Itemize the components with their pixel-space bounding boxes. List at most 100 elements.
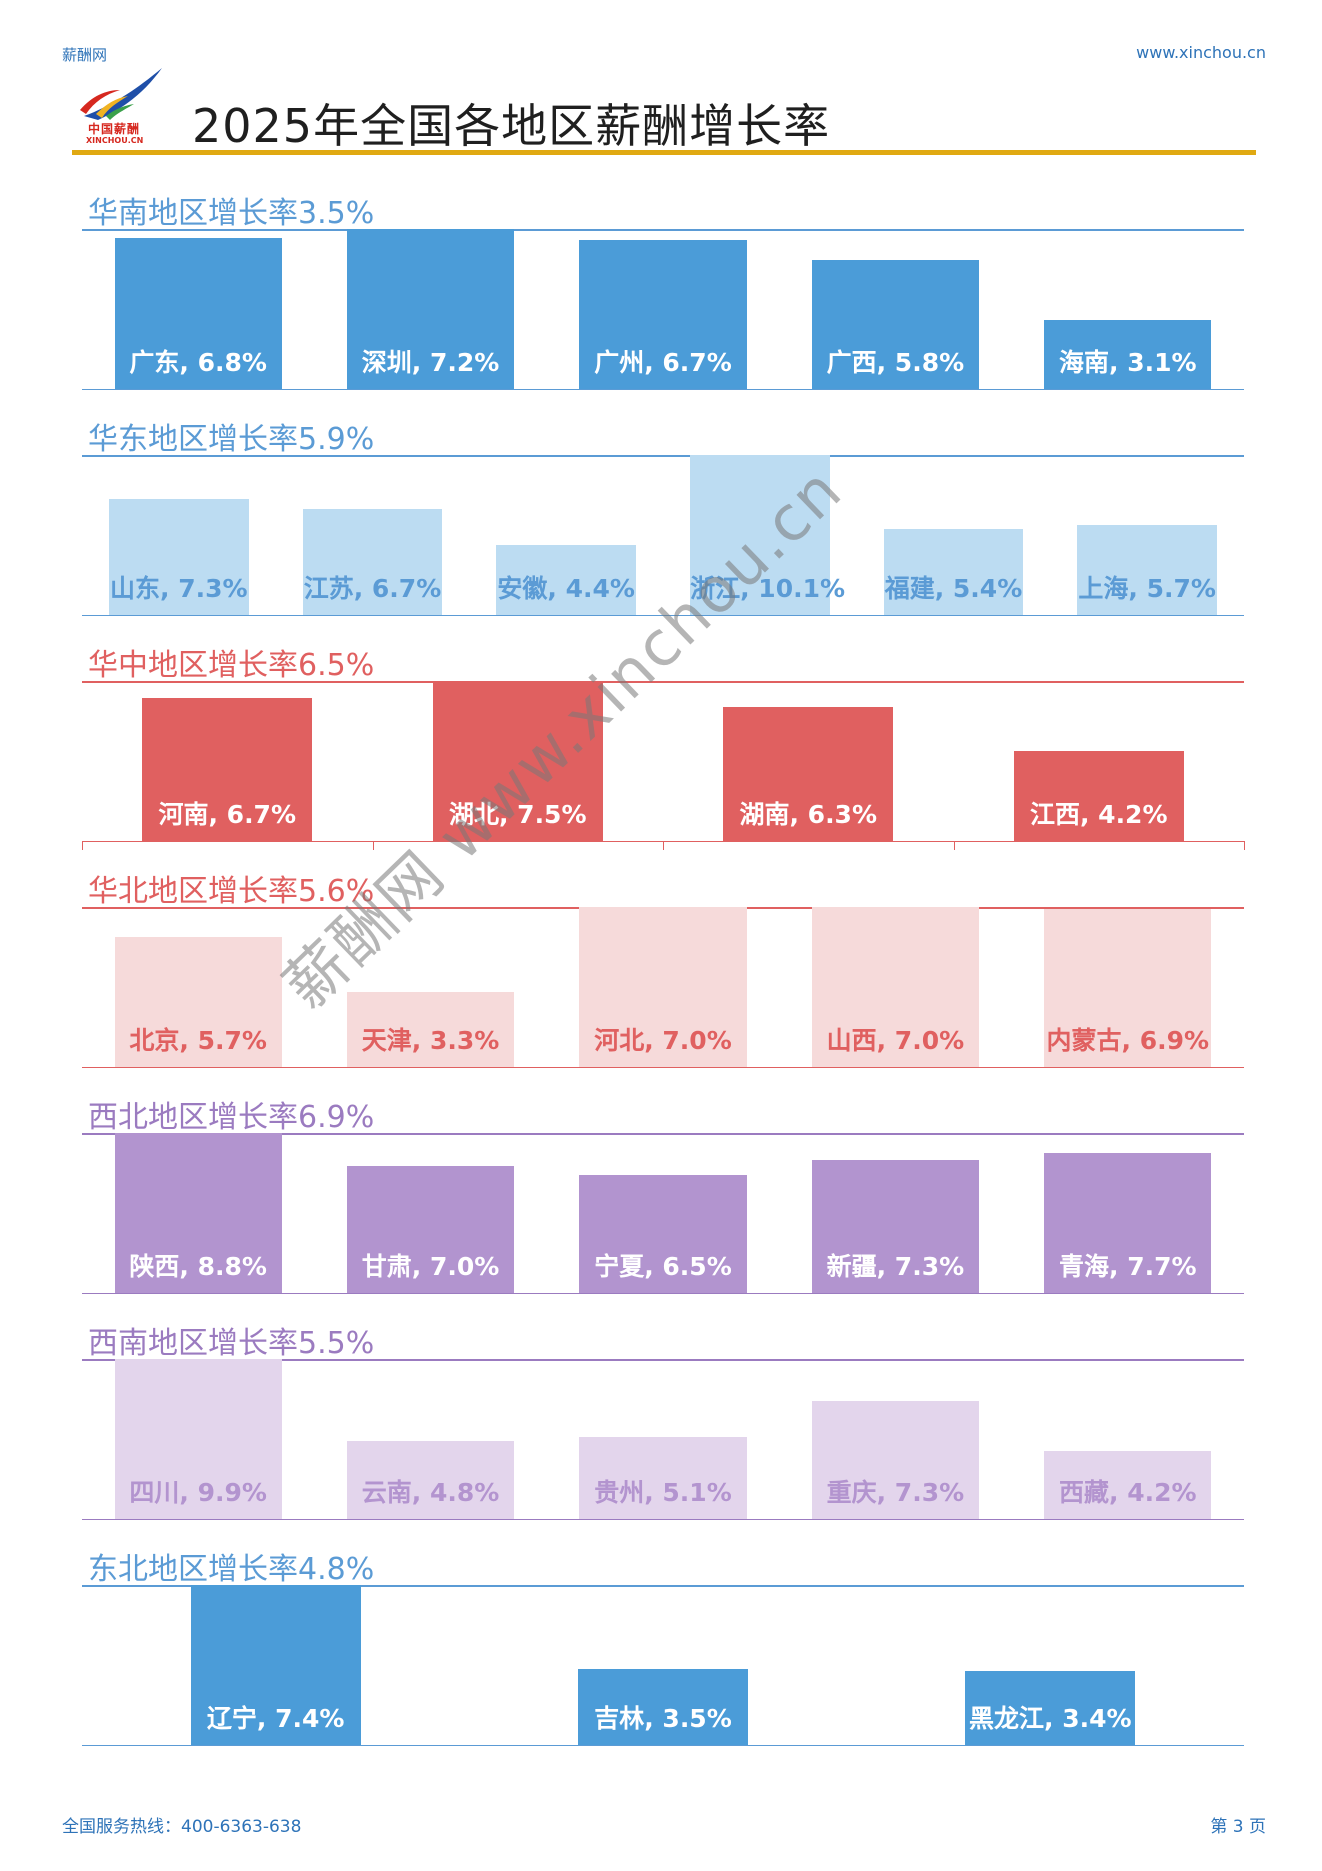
region-title: 西北地区增长率6.9% [88, 1100, 375, 1135]
bar-山东: 山东, 7.3% [109, 499, 249, 615]
region-title-rule [82, 1585, 1244, 1587]
bar-label: 广西, 5.8% [826, 347, 965, 377]
axis-tick [953, 841, 955, 850]
region-baseline [82, 615, 1244, 616]
region-baseline [82, 1519, 1244, 1520]
bar-label: 安徽, 4.4% [497, 573, 635, 603]
bar-天津: 天津, 3.3% [346, 991, 515, 1067]
region-title: 华南地区增长率3.5% [88, 196, 375, 231]
bar-label: 江西, 4.2% [1029, 799, 1168, 829]
bar-label: 河南, 6.7% [158, 799, 297, 829]
title-rule [72, 150, 1256, 155]
region-title-rule [82, 681, 1244, 683]
axis-tick [1244, 841, 1245, 850]
bar-label: 山西, 7.0% [826, 1026, 965, 1055]
bar-label: 贵州, 5.1% [594, 1477, 732, 1507]
bar-深圳: 深圳, 7.2% [346, 229, 515, 389]
bar-label: 广州, 6.7% [594, 347, 732, 377]
bar-label: 青海, 7.7% [1059, 1252, 1197, 1281]
site-url[interactable]: www.xinchou.cn [1136, 43, 1266, 62]
region-title-rule [82, 1359, 1244, 1361]
bar-宁夏: 宁夏, 6.5% [579, 1174, 747, 1293]
bar-海南: 海南, 3.1% [1044, 320, 1212, 389]
bar-四川: 四川, 9.9% [114, 1359, 282, 1519]
bar-label: 湖北, 7.5% [448, 800, 587, 829]
bar-广西: 广西, 5.8% [811, 260, 980, 389]
bar-label: 云南, 4.8% [361, 1477, 500, 1507]
bar-江苏: 江苏, 6.7% [302, 508, 443, 615]
region-title-rule [82, 455, 1244, 457]
bar-河北: 河北, 7.0% [579, 907, 747, 1067]
bar-黑龙江: 黑龙江, 3.4% [965, 1671, 1136, 1745]
bar-陕西: 陕西, 8.8% [114, 1133, 282, 1293]
bar-label: 西藏, 4.2% [1059, 1477, 1197, 1507]
logo-text-cn: 中国薪酬 [88, 122, 141, 136]
bar-label: 陕西, 8.8% [129, 1252, 267, 1281]
bar-label: 黑龙江, 3.4% [969, 1703, 1132, 1733]
logo-text-en: XINCHOU.CN [86, 136, 144, 145]
bar-label: 江苏, 6.7% [303, 573, 442, 603]
page-title: 2025年全国各地区薪酬增长率 [192, 99, 831, 153]
region-title: 华中地区增长率6.5% [88, 648, 375, 683]
bar-北京: 北京, 5.7% [114, 936, 282, 1067]
bar-label: 广东, 6.8% [129, 347, 267, 377]
bar-label: 天津, 3.3% [361, 1025, 500, 1055]
bar-内蒙古: 内蒙古, 6.9% [1044, 909, 1212, 1067]
region-title: 华东地区增长率5.9% [88, 422, 375, 457]
bar-贵州: 贵州, 5.1% [579, 1436, 747, 1519]
bar-福建: 福建, 5.4% [883, 529, 1024, 615]
bar-label: 海南, 3.1% [1059, 347, 1197, 377]
bar-label: 新疆, 7.3% [826, 1251, 965, 1281]
bar-吉林: 吉林, 3.5% [578, 1669, 748, 1745]
brand-name: 薪酬网 [62, 46, 108, 64]
bar-label: 福建, 5.4% [884, 573, 1023, 603]
bar-label: 重庆, 7.3% [826, 1477, 965, 1507]
region-title-rule [82, 1133, 1244, 1135]
bar-河南: 河南, 6.7% [142, 698, 313, 841]
bar-广州: 广州, 6.7% [579, 240, 747, 389]
footer-page-number: 第 3 页 [1210, 1817, 1266, 1837]
region-title: 华北地区增长率5.6% [88, 874, 375, 909]
xinchou-logo: 中国薪酬 XINCHOU.CN [76, 66, 176, 148]
bar-江西: 江西, 4.2% [1013, 751, 1184, 841]
bar-label: 浙江, 10.1% [690, 574, 846, 603]
axis-tick [372, 841, 374, 850]
bar-青海: 青海, 7.7% [1044, 1153, 1212, 1293]
bar-浙江: 浙江, 10.1% [690, 455, 846, 615]
bar-label: 上海, 5.7% [1078, 573, 1216, 603]
bar-辽宁: 辽宁, 7.4% [190, 1585, 361, 1745]
logo-swoosh-icon [80, 68, 162, 120]
footer-hotline: 全国服务热线：400-6363-638 [62, 1817, 302, 1837]
bar-山西: 山西, 7.0% [811, 907, 980, 1067]
bar-label: 深圳, 7.2% [361, 348, 500, 377]
bar-广东: 广东, 6.8% [114, 237, 282, 389]
bar-甘肃: 甘肃, 7.0% [346, 1165, 515, 1293]
bar-label: 北京, 5.7% [129, 1025, 267, 1055]
region-baseline [82, 1745, 1244, 1746]
region-title-rule [82, 229, 1244, 231]
bar-上海: 上海, 5.7% [1077, 524, 1217, 615]
bar-label: 河北, 7.0% [594, 1026, 732, 1055]
region-baseline [82, 1067, 1244, 1068]
bar-label: 吉林, 3.5% [594, 1703, 732, 1733]
region-baseline [82, 1293, 1244, 1294]
bar-label: 宁夏, 6.5% [594, 1251, 732, 1281]
axis-tick [82, 841, 83, 850]
bar-label: 山东, 7.3% [110, 573, 248, 603]
bar-label: 甘肃, 7.0% [361, 1251, 500, 1281]
bar-西藏: 西藏, 4.2% [1044, 1451, 1212, 1519]
bar-新疆: 新疆, 7.3% [811, 1160, 980, 1293]
bar-云南: 云南, 4.8% [346, 1441, 515, 1519]
bar-安徽: 安徽, 4.4% [496, 545, 636, 615]
region-baseline [82, 389, 1244, 390]
axis-tick [663, 841, 664, 850]
region-title: 东北地区增长率4.8% [88, 1552, 375, 1587]
bar-label: 辽宁, 7.4% [206, 1704, 345, 1733]
bar-湖北: 湖北, 7.5% [432, 681, 603, 841]
bar-label: 湖南, 6.3% [739, 799, 878, 829]
bar-label: 四川, 9.9% [129, 1478, 267, 1507]
bar-label: 内蒙古, 6.9% [1046, 1025, 1210, 1055]
bar-湖南: 湖南, 6.3% [723, 706, 894, 841]
region-title: 西南地区增长率5.5% [88, 1326, 375, 1361]
bar-重庆: 重庆, 7.3% [811, 1401, 980, 1519]
